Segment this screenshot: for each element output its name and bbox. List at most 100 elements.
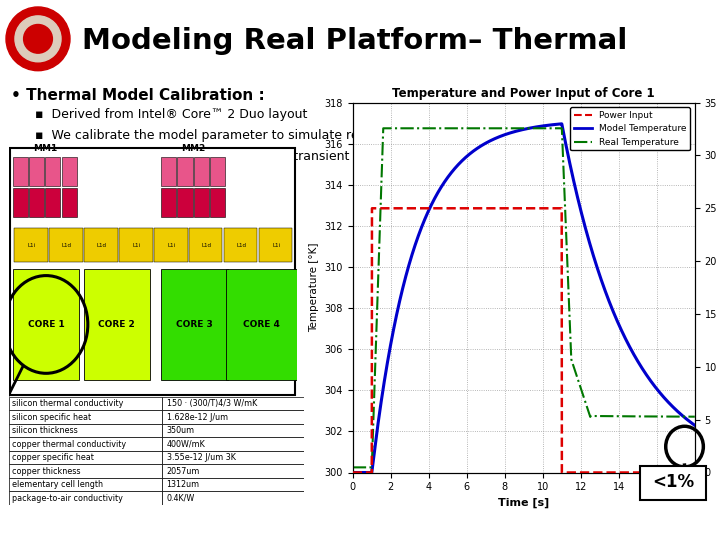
Model Temperature	[680, 415, 689, 421]
Text: CORE 4: CORE 4	[243, 320, 280, 329]
Bar	[640, 466, 706, 500]
Title: Temperature and Power Input of Core 1: Temperature and Power Input of Core 1	[392, 87, 655, 100]
Bar	[210, 187, 225, 217]
Text: CORE 3: CORE 3	[176, 320, 213, 329]
Bar	[45, 157, 60, 186]
Bar	[45, 187, 60, 217]
Text: Modeling Real Platform– Thermal: Modeling Real Platform– Thermal	[82, 27, 627, 55]
Real Temperature	[506, 125, 515, 132]
Text: silicon specific heat: silicon specific heat	[12, 413, 91, 422]
Bar	[162, 424, 304, 437]
Model Temperature	[680, 415, 689, 421]
Bar	[162, 464, 304, 478]
Bar	[62, 157, 76, 186]
Bar	[13, 157, 28, 186]
Bar	[9, 464, 162, 478]
Bar	[13, 187, 28, 217]
Bar	[162, 491, 304, 505]
Bar	[162, 451, 304, 464]
Text: 350um: 350um	[166, 426, 194, 435]
Bar	[226, 269, 297, 380]
Text: L1i: L1i	[28, 243, 36, 248]
Bar	[178, 157, 192, 186]
Model Temperature	[505, 130, 514, 136]
Bar	[189, 228, 222, 262]
Bar	[194, 187, 209, 217]
Text: 0.4K/W: 0.4K/W	[166, 494, 195, 503]
Y-axis label: Temperature [°K]: Temperature [°K]	[309, 243, 319, 332]
Text: L1d: L1d	[96, 243, 107, 248]
Line: Real Temperature: Real Temperature	[353, 129, 695, 467]
Bar	[14, 228, 48, 262]
Bar	[84, 228, 118, 262]
Bar	[9, 437, 162, 451]
Text: CORE 1: CORE 1	[27, 320, 65, 329]
Text: ALMA MATER STUDIORUM * UNIVERSITÀ DI BOLOGNA: ALMA MATER STUDIORUM * UNIVERSITÀ DI BOL…	[230, 519, 490, 529]
Real Temperature	[680, 414, 689, 420]
Real Temperature	[680, 414, 689, 420]
Bar	[9, 451, 162, 464]
Legend: Power Input, Model Temperature, Real Temperature: Power Input, Model Temperature, Real Tem…	[570, 107, 690, 150]
Bar	[84, 269, 150, 380]
Text: 150 · (300/T)4/3 W/mK: 150 · (300/T)4/3 W/mK	[166, 399, 257, 408]
Circle shape	[15, 16, 61, 62]
Text: L1i: L1i	[132, 243, 140, 248]
Text: MM2: MM2	[181, 144, 206, 153]
Bar	[161, 269, 228, 380]
Bar	[161, 157, 176, 186]
Text: 3.55e-12 J/um 3K: 3.55e-12 J/um 3K	[166, 453, 235, 462]
Real Temperature	[366, 464, 374, 470]
Circle shape	[6, 7, 70, 71]
Text: ▪  High accuracy (error < 1%) and same transient behavior: ▪ High accuracy (error < 1%) and same tr…	[35, 150, 409, 163]
Bar	[162, 478, 304, 491]
Bar	[50, 228, 83, 262]
Bar	[154, 228, 188, 262]
Text: silicon thickness: silicon thickness	[12, 426, 78, 435]
Text: 1312um: 1312um	[166, 480, 199, 489]
Bar	[9, 478, 162, 491]
Bar	[178, 187, 192, 217]
Text: ▪  Derived from Intel® Core™ 2 Duo layout: ▪ Derived from Intel® Core™ 2 Duo layout	[35, 108, 307, 121]
Bar	[162, 410, 304, 424]
Circle shape	[24, 24, 53, 53]
Text: • Thermal Model Calibration :: • Thermal Model Calibration :	[11, 87, 264, 103]
Text: L1d: L1d	[62, 243, 72, 248]
Text: MM1: MM1	[33, 144, 58, 153]
Text: ▪  We calibrate the model parameter to simulate real HW transient: ▪ We calibrate the model parameter to si…	[35, 129, 456, 142]
Bar	[30, 157, 44, 186]
Text: L1i: L1i	[272, 243, 280, 248]
Real Temperature	[618, 413, 626, 420]
Model Temperature	[348, 469, 357, 476]
Bar	[224, 228, 258, 262]
Real Temperature	[379, 125, 387, 132]
Bar	[259, 228, 292, 262]
Text: L1i: L1i	[168, 243, 176, 248]
Text: 400W/mK: 400W/mK	[166, 440, 205, 449]
Text: elementary cell length: elementary cell length	[12, 480, 103, 489]
Model Temperature	[618, 329, 626, 335]
Bar	[62, 187, 76, 217]
Text: <1%: <1%	[652, 473, 694, 491]
Model Temperature	[690, 422, 699, 429]
Model Temperature	[557, 120, 566, 127]
Text: copper specific heat: copper specific heat	[12, 453, 94, 462]
Bar	[9, 397, 162, 410]
Bar	[9, 410, 162, 424]
Text: L1d: L1d	[202, 243, 212, 248]
Text: silicon thermal conductivity: silicon thermal conductivity	[12, 399, 124, 408]
Bar	[9, 424, 162, 437]
Text: copper thickness: copper thickness	[12, 467, 81, 476]
X-axis label: Time [s]: Time [s]	[498, 498, 549, 508]
Bar	[161, 187, 176, 217]
Bar	[9, 491, 162, 505]
Bar	[13, 269, 79, 380]
Real Temperature	[690, 414, 699, 420]
Text: copper thermal conductivity: copper thermal conductivity	[12, 440, 126, 449]
Text: 2057um: 2057um	[166, 467, 200, 476]
Text: 1.628e-12 J/um: 1.628e-12 J/um	[166, 413, 228, 422]
Text: package-to-air conductivity: package-to-air conductivity	[12, 494, 123, 503]
Real Temperature	[348, 464, 357, 470]
Bar	[162, 397, 304, 410]
Text: CORE 2: CORE 2	[98, 320, 135, 329]
Bar	[120, 228, 153, 262]
